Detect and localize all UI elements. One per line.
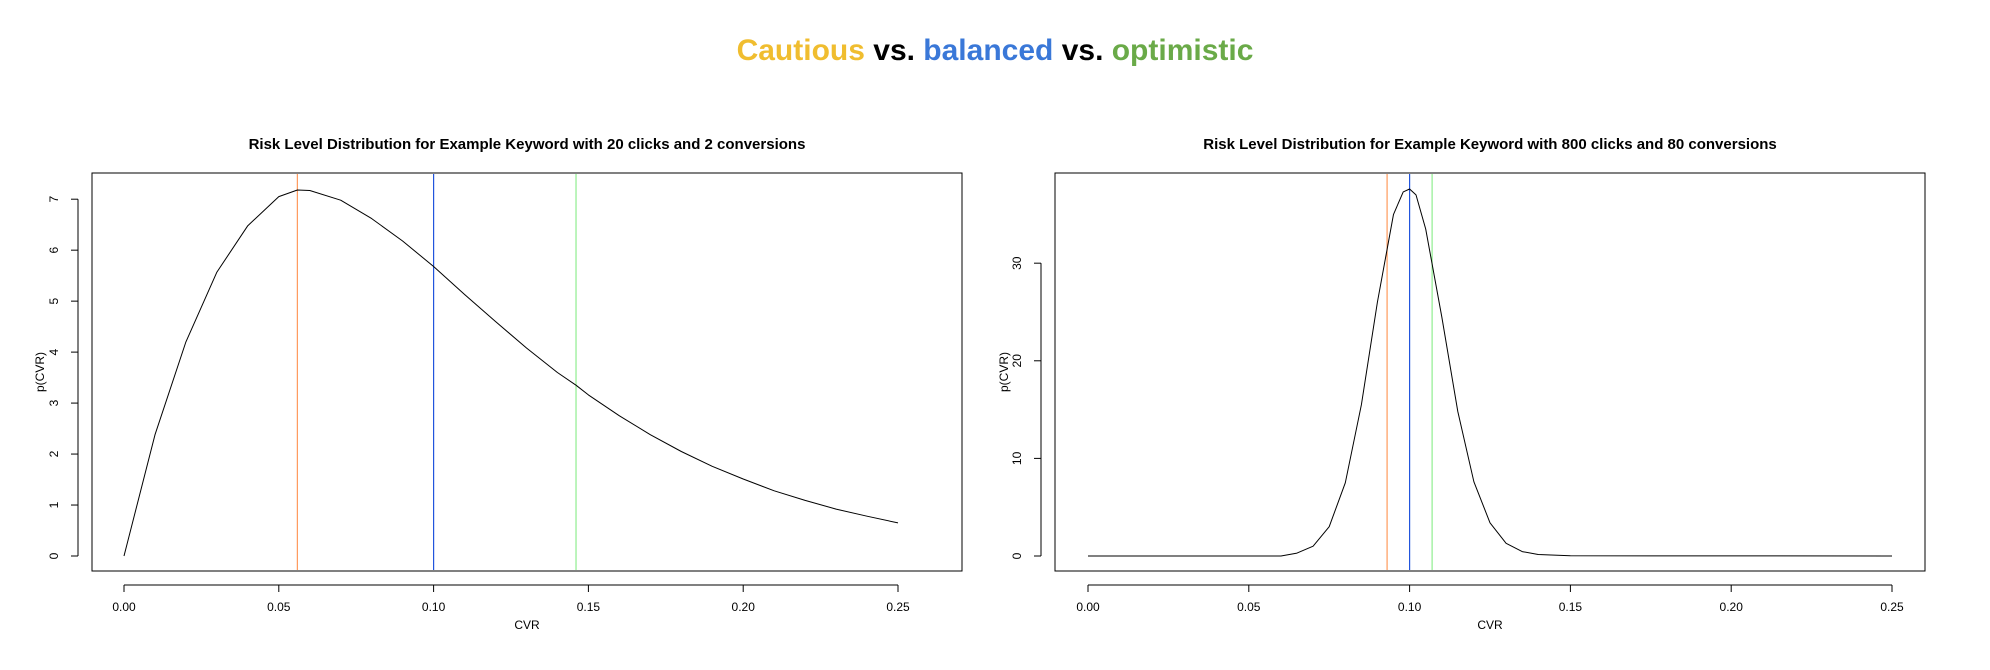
x-tick-label: 0.10 (1398, 600, 1422, 614)
x-tick-label: 0.10 (422, 600, 446, 614)
y-tick-label: 20 (1010, 354, 1024, 368)
y-tick-label: 10 (1010, 451, 1024, 465)
y-tick-label: 7 (47, 196, 61, 203)
headline-optimistic: optimistic (1111, 34, 1254, 67)
x-tick-label: 0.00 (1076, 600, 1100, 614)
density-curve (123, 189, 899, 557)
chart-panel-2: Risk Level Distribution for Example Keyw… (997, 136, 1926, 632)
headline-cautious: Cautious (736, 34, 865, 67)
y-axis-label: p(CVR) (997, 352, 1011, 392)
x-tick-label: 0.00 (112, 600, 136, 614)
x-tick-label: 0.20 (732, 600, 756, 614)
y-tick-label: 4 (47, 348, 61, 355)
y-axis-label: p(CVR) (33, 352, 47, 392)
x-tick-label: 0.20 (1720, 600, 1744, 614)
x-axis-label: CVR (1477, 618, 1503, 632)
headline: Cautious vs. balanced vs. optimistic (0, 34, 1990, 68)
y-tick-label: 6 (47, 247, 61, 254)
x-tick-label: 0.15 (577, 600, 601, 614)
chart-title: Risk Level Distribution for Example Keyw… (249, 136, 806, 153)
y-tick-label: 0 (47, 552, 61, 559)
y-tick-label: 1 (47, 501, 61, 508)
x-tick-label: 0.25 (886, 600, 910, 614)
x-tick-label: 0.05 (1237, 600, 1261, 614)
chart-panel-1: Risk Level Distribution for Example Keyw… (33, 136, 963, 632)
x-axis-label: CVR (514, 618, 540, 632)
y-tick-label: 30 (1010, 256, 1024, 270)
y-tick-label: 5 (47, 297, 61, 304)
headline-vs-2: vs. (1053, 34, 1112, 67)
density-curve (1088, 188, 1893, 557)
plot-frame (91, 172, 963, 572)
y-tick-label: 0 (1010, 552, 1024, 559)
x-tick-label: 0.15 (1559, 600, 1583, 614)
x-tick-label: 0.05 (267, 600, 291, 614)
chart-title: Risk Level Distribution for Example Keyw… (1203, 136, 1777, 153)
plot-frame (1054, 172, 1926, 572)
y-tick-label: 3 (47, 399, 61, 406)
y-tick-label: 2 (47, 450, 61, 457)
x-tick-label: 0.25 (1880, 600, 1904, 614)
headline-vs-1: vs. (864, 34, 924, 67)
headline-balanced: balanced (923, 34, 1054, 67)
